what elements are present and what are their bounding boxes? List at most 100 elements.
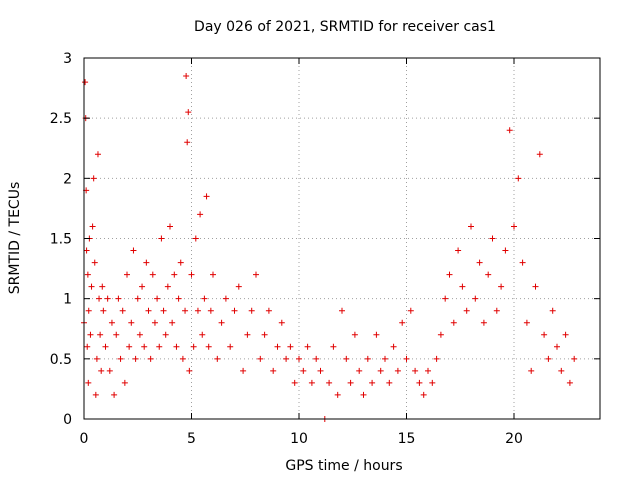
data-point <box>235 283 242 290</box>
data-point <box>446 271 453 278</box>
data-point <box>356 367 363 374</box>
data-point <box>201 295 208 302</box>
data-point <box>111 391 118 398</box>
data-point <box>83 247 90 254</box>
data-point <box>139 283 146 290</box>
data-point <box>222 295 229 302</box>
data-point <box>97 331 104 338</box>
data-point <box>173 343 180 350</box>
data-point <box>455 247 462 254</box>
data-point <box>278 319 285 326</box>
data-point <box>265 307 272 314</box>
data-point <box>270 367 277 374</box>
x-tick-label: 0 <box>80 431 89 447</box>
y-tick-label: 2 <box>63 171 72 187</box>
data-point <box>463 307 470 314</box>
data-point <box>94 151 101 158</box>
data-point <box>407 307 414 314</box>
data-point <box>450 319 457 326</box>
data-point <box>485 271 492 278</box>
data-point <box>377 367 384 374</box>
data-point <box>326 379 333 386</box>
data-point <box>156 343 163 350</box>
data-point <box>420 391 427 398</box>
data-point <box>248 307 255 314</box>
data-point <box>128 319 135 326</box>
data-point <box>91 259 98 266</box>
data-point <box>506 127 513 134</box>
data-point <box>334 391 341 398</box>
data-point <box>130 247 137 254</box>
data-point <box>214 355 221 362</box>
data-point <box>244 331 251 338</box>
data-point <box>194 307 201 314</box>
data-point <box>283 355 290 362</box>
data-point <box>85 379 92 386</box>
chart-title: Day 026 of 2021, SRMTID for receiver cas… <box>194 19 496 35</box>
data-point <box>300 367 307 374</box>
data-point <box>167 223 173 230</box>
data-point <box>257 355 264 362</box>
data-point <box>147 355 154 362</box>
data-point <box>121 379 128 386</box>
data-point <box>313 355 320 362</box>
data-point <box>330 343 337 350</box>
data-point <box>536 151 543 158</box>
y-tick-label: 2.5 <box>50 111 72 127</box>
data-point <box>132 355 139 362</box>
y-tick-label: 0.5 <box>50 352 72 368</box>
data-point <box>394 367 401 374</box>
data-point <box>562 331 569 338</box>
data-point <box>476 259 483 266</box>
data-point <box>100 307 107 314</box>
data-point <box>532 283 539 290</box>
data-point <box>154 295 161 302</box>
data-point <box>442 295 449 302</box>
data-point <box>84 271 91 278</box>
data-point <box>566 379 573 386</box>
data-point <box>296 355 302 362</box>
data-point <box>84 343 91 350</box>
data-point <box>364 355 371 362</box>
data-point <box>468 223 474 230</box>
data-point <box>382 355 388 362</box>
data-point <box>240 367 247 374</box>
data-point <box>390 343 397 350</box>
data-point <box>171 271 178 278</box>
data-point <box>549 307 556 314</box>
data-point <box>489 235 496 242</box>
data-point <box>261 331 268 338</box>
data-point <box>145 307 152 314</box>
data-point <box>119 307 126 314</box>
data-point <box>351 331 358 338</box>
data-point <box>369 379 376 386</box>
data-point <box>403 355 410 362</box>
data-point <box>183 73 190 80</box>
data-point <box>571 355 578 362</box>
data-point <box>218 319 225 326</box>
data-point <box>205 343 212 350</box>
data-point <box>317 367 324 374</box>
y-tick-label: 3 <box>63 51 72 67</box>
y-axis-label: SRMTID / TECUs <box>7 182 23 295</box>
data-point <box>433 355 440 362</box>
data-point <box>399 319 406 326</box>
data-point <box>143 259 150 266</box>
data-point <box>308 379 315 386</box>
data-point <box>541 331 548 338</box>
data-point <box>185 109 192 116</box>
data-point <box>304 343 311 350</box>
data-point <box>162 331 169 338</box>
data-point <box>151 319 158 326</box>
data-point <box>425 367 431 374</box>
data-point <box>429 379 436 386</box>
data-point <box>347 379 354 386</box>
data-point <box>87 331 94 338</box>
data-point <box>360 391 367 398</box>
data-point <box>416 379 423 386</box>
y-tick-label: 1.5 <box>50 232 72 248</box>
data-point <box>515 175 522 182</box>
x-tick-label: 20 <box>505 431 523 447</box>
data-point <box>184 139 191 146</box>
data-point <box>558 367 565 374</box>
